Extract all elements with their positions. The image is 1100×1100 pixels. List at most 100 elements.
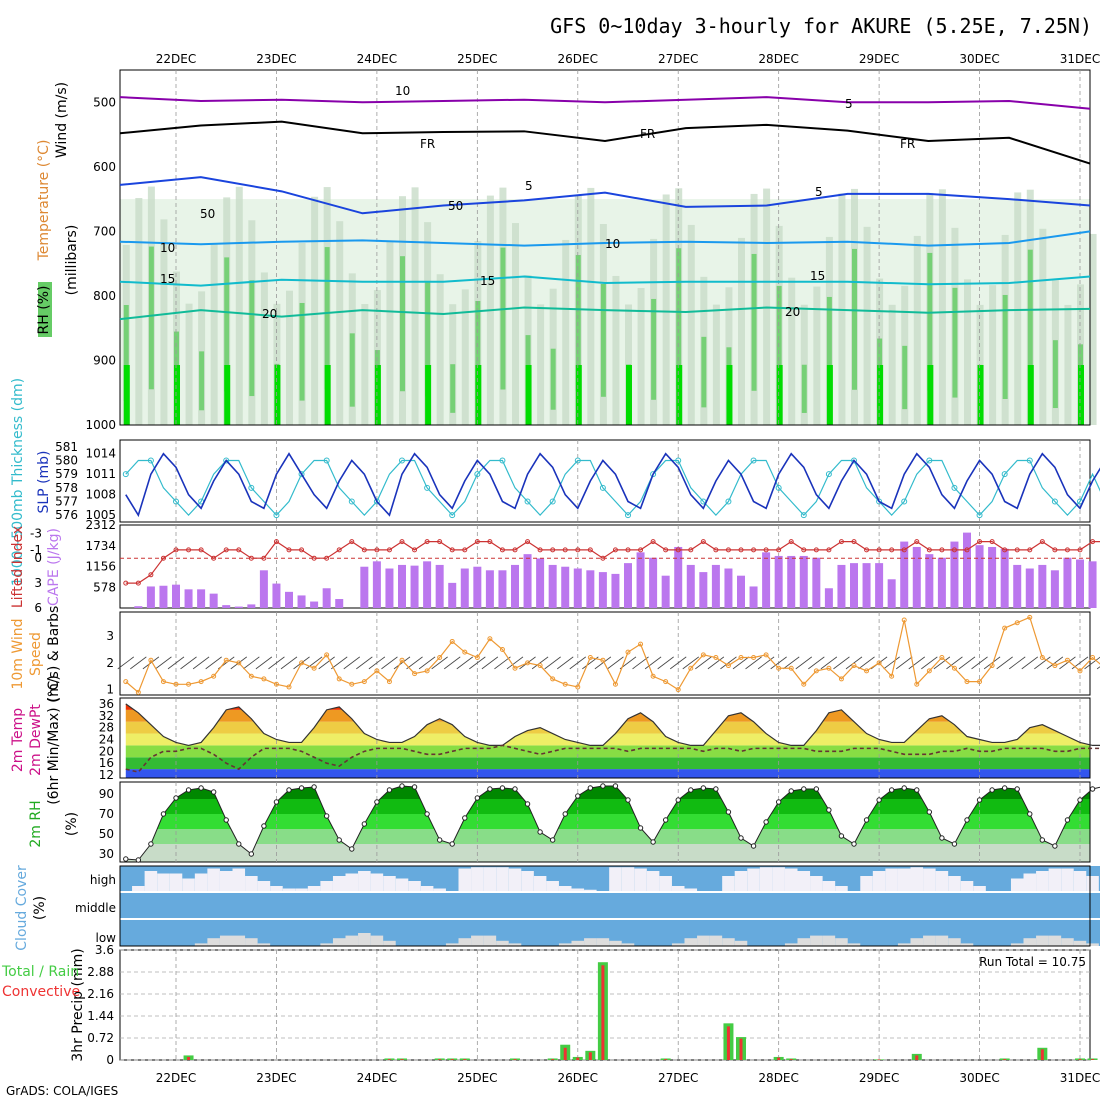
thickness-point <box>399 457 405 464</box>
cloud-cell <box>508 920 522 946</box>
cloud-cell <box>420 866 434 891</box>
precip-axis-label: 3hr Precip (mm) <box>70 948 86 1061</box>
2m-rh-point <box>1064 817 1071 823</box>
cloud-cell <box>307 866 321 891</box>
rh-cell <box>989 285 997 425</box>
cape-bar <box>146 586 155 608</box>
cloud-low-cell <box>797 938 811 946</box>
2m-rh-point <box>1039 837 1046 843</box>
cloud-cell <box>784 920 798 946</box>
cloud-low-cell <box>245 938 259 946</box>
cloud-cell <box>295 866 309 891</box>
cape-bar <box>335 599 344 608</box>
cloud-gap <box>144 871 158 891</box>
precip-convective-bar <box>450 1059 454 1060</box>
cloud-cell <box>734 893 748 918</box>
date-label-31dec: 31DEC <box>1060 1071 1100 1085</box>
rh-cell <box>977 365 984 425</box>
rh-panel: 30 50 70 90 2m RH (%) <box>28 781 1100 863</box>
cloud-cell <box>558 893 572 918</box>
lifted-index-point <box>374 547 380 553</box>
rh-cell <box>174 365 180 425</box>
cape-bar <box>711 564 720 608</box>
date-label-30dec: 30DEC <box>959 1071 999 1085</box>
temperature-tick: 36 <box>99 697 114 711</box>
2m-rh-point <box>123 856 129 862</box>
wind-speed-point <box>261 676 267 682</box>
thickness-point <box>1001 471 1008 478</box>
wind-axis-label: 10m Wind <box>10 618 26 689</box>
cloud-cell <box>772 893 786 918</box>
thickness-point <box>147 457 154 464</box>
cloud-cell <box>169 893 183 918</box>
2m-rh-point <box>863 817 870 823</box>
wind-barb <box>707 656 725 670</box>
thickness-tick: 578 <box>55 481 78 495</box>
precip-convective-bar <box>601 965 605 1060</box>
cloud-cell <box>245 893 259 918</box>
2m-rh-point <box>1027 811 1033 817</box>
rh-cell <box>461 289 469 425</box>
wind-barb <box>883 656 900 670</box>
wind-speed-point <box>449 638 455 644</box>
precip-convective-bar <box>563 1047 567 1060</box>
2m-rh-point <box>487 786 493 792</box>
wind-barb <box>1034 656 1051 670</box>
rh-cell <box>626 365 632 425</box>
cloud-cell <box>671 866 685 891</box>
lifted-index-point <box>311 555 317 561</box>
contour-label: 15 <box>480 274 495 288</box>
cape-bar <box>322 588 331 608</box>
wind-barb <box>921 656 938 670</box>
lifted-index-point <box>525 539 531 545</box>
lifted-tick: -3 <box>30 526 42 540</box>
wind-speed-point <box>462 649 468 655</box>
wind-speed-point <box>437 655 443 661</box>
rh-cell <box>751 253 757 391</box>
cape-bar <box>523 554 532 608</box>
2m-rh-point <box>349 846 355 852</box>
cape-bar <box>862 563 871 608</box>
precip-tick: 1.44 <box>87 1009 114 1023</box>
cloud-panel: high middle low Cloud Cover (%) <box>14 865 1100 951</box>
wind-barb <box>356 656 373 670</box>
temperature-band <box>125 757 1090 770</box>
cloud-gap <box>496 867 510 891</box>
wind-barb <box>406 656 423 670</box>
cloud-gap <box>207 868 221 891</box>
rh-cell <box>701 336 707 408</box>
cloud-low-cell <box>1073 940 1087 946</box>
rh-cell <box>1014 192 1022 425</box>
cloud-low-cell <box>596 938 610 946</box>
rh-cell <box>525 365 532 425</box>
thickness-point <box>474 471 481 478</box>
cloud-cell <box>835 893 849 918</box>
cloud-cell <box>923 893 937 918</box>
precip-convective-bar <box>789 1059 793 1060</box>
wind-barb <box>117 656 135 670</box>
2m-rh-point <box>1001 785 1008 791</box>
rh-cell <box>562 239 570 425</box>
wind-axis-label: (m/s) & Barbs <box>46 606 62 703</box>
thickness-point <box>499 457 506 464</box>
wind-speed-point <box>612 681 618 687</box>
cloud-cell <box>496 893 510 918</box>
precip-tick: 3.6 <box>95 943 114 957</box>
cloud-gap <box>609 867 623 891</box>
cloud-cell <box>132 893 146 918</box>
cape-bar <box>561 566 570 608</box>
pressure-tick-600: 600 <box>93 160 116 174</box>
wind-speed-point <box>713 655 719 661</box>
cloud-cell <box>709 866 723 891</box>
cloud-cell <box>420 920 434 946</box>
2m-rh-point <box>323 813 330 819</box>
cloud-cell <box>358 893 372 918</box>
cloud-low-cell <box>232 935 246 946</box>
wind-speed-point <box>876 660 882 666</box>
wind-speed-point <box>537 663 543 669</box>
cloud-cell <box>596 893 610 918</box>
wind-speed-point <box>813 668 819 674</box>
cloud-cell <box>998 866 1012 891</box>
cloud-cell <box>1073 920 1087 946</box>
cloud-cell <box>508 893 522 918</box>
